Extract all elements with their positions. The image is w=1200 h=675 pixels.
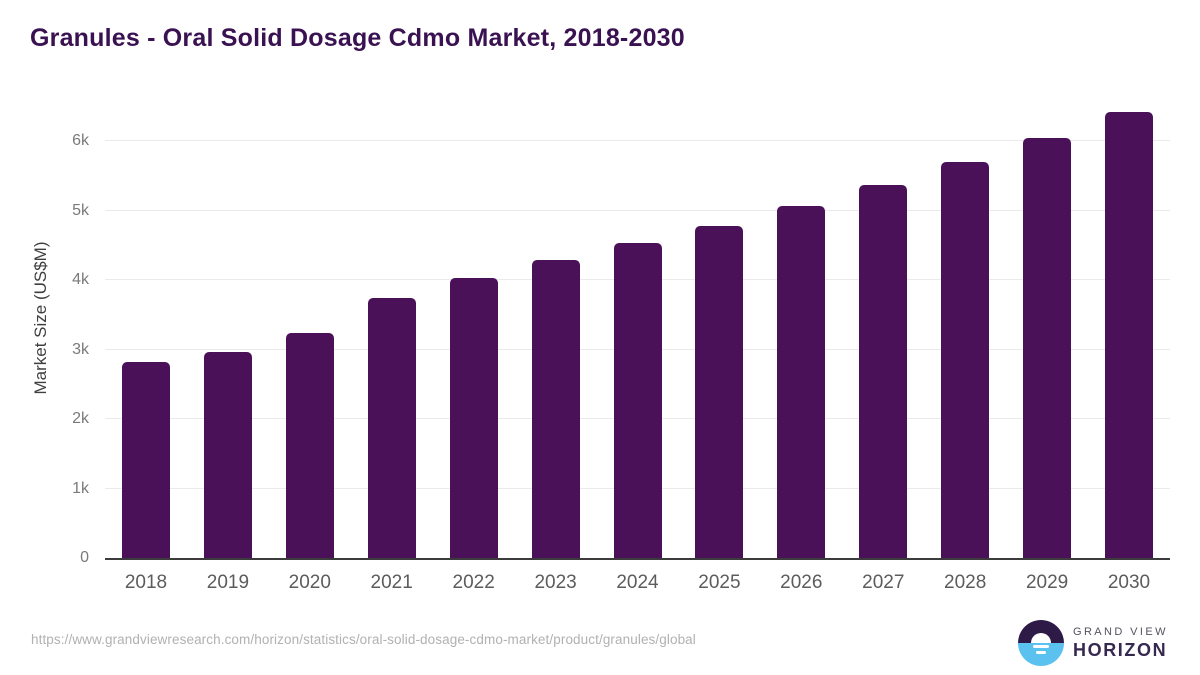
bar-2026[interactable] [777,205,826,558]
gridline [105,140,1170,141]
bar-2023[interactable] [531,259,580,558]
x-axis-tick-label: 2021 [370,572,413,593]
x-axis-tick-label: 2020 [288,572,331,593]
x-axis-tick-label: 2019 [206,572,250,593]
x-axis-tick-label: 2024 [616,572,659,593]
bar-2028[interactable] [941,161,990,558]
chart-title: Granules - Oral Solid Dosage Cdmo Market… [30,24,685,52]
x-axis-tick-label: 2028 [944,572,987,593]
y-axis-tick-label: 0 [80,549,89,566]
bar-2024[interactable] [613,243,662,558]
horizon-sunset-icon [1018,620,1064,666]
x-axis-tick-label: 2022 [452,572,495,593]
x-axis-tick-label: 2029 [1025,572,1069,593]
sun-reflection-bar [1033,645,1049,648]
y-axis-tick-label: 2k [72,410,89,427]
y-axis-tick-label: 4k [72,271,89,288]
x-axis-tick-label: 2030 [1107,572,1151,593]
x-axis-tick-label: 2026 [780,572,823,593]
bar-2030[interactable] [1105,111,1153,558]
bar-2029[interactable] [1023,137,1072,558]
x-axis-tick-label: 2027 [862,572,905,593]
bar-2027[interactable] [859,184,908,558]
y-axis-tick-label: 6k [72,132,89,149]
bar-2018[interactable] [122,362,170,558]
brand-logo: GRAND VIEW HORIZON [1018,620,1168,666]
bar-2021[interactable] [367,297,416,558]
bar-2025[interactable] [695,225,744,558]
bar-2022[interactable] [449,277,498,558]
x-axis-tick-label: 2018 [124,572,168,593]
logo-brand-name: GRAND VIEW [1073,625,1168,638]
y-axis-tick-label: 1k [72,479,89,497]
plot-area: 0 1k 2k 3k 4k 5k 6k 2018 2019 2020 2021 2022 2023 202… [72,103,1170,593]
sun-shape [1031,633,1051,643]
logo-product-name: HORIZON [1073,639,1168,660]
sun-reflection-bar [1036,651,1046,654]
source-url: https://www.grandviewresearch.com/horizo… [31,632,696,647]
bar-2020[interactable] [285,333,334,558]
y-axis-title: Market Size (US$M) [31,241,50,395]
bar-2019[interactable] [203,351,252,558]
x-axis-tick-label: 2025 [698,572,741,593]
gridline [105,209,1170,211]
x-axis-tick-label: 2023 [534,572,577,593]
y-axis-tick-label: 5k [72,201,89,219]
y-axis-tick-label: 3k [72,340,89,358]
logo-text: GRAND VIEW HORIZON [1073,626,1168,661]
